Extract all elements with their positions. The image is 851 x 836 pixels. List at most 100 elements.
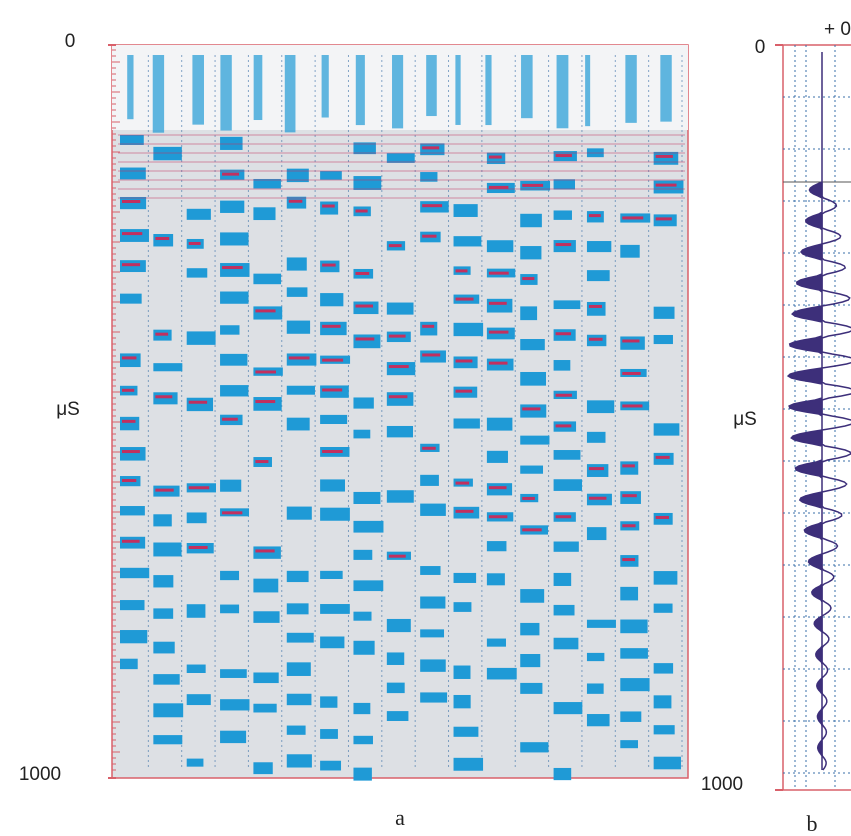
red-band [455, 269, 468, 273]
red-band [388, 395, 408, 399]
blue-band [586, 683, 604, 694]
red-band [555, 424, 572, 428]
blue-band [286, 353, 317, 366]
red-band [522, 496, 535, 500]
blue-band [453, 602, 472, 612]
blue-band [120, 630, 148, 644]
red-band [122, 419, 136, 423]
blue-band [253, 306, 283, 320]
red-band [522, 407, 541, 411]
blue-band [120, 167, 146, 180]
blue-band [453, 726, 479, 737]
blue-band [253, 672, 279, 684]
blue-band [353, 429, 371, 439]
blue-band [186, 268, 208, 278]
blue-band [553, 767, 572, 781]
blue-band [120, 600, 145, 611]
red-band [622, 371, 641, 375]
blue-band [553, 637, 579, 650]
y-tick-label: 0 [65, 31, 76, 52]
blue-band [153, 514, 172, 527]
red-band [388, 554, 406, 558]
blue-band [653, 423, 680, 436]
blue-band [286, 725, 306, 735]
blue-band [386, 490, 414, 503]
blue-band [420, 692, 448, 703]
blue-band [486, 541, 507, 552]
blue-band [153, 234, 174, 247]
blue-band [320, 201, 339, 215]
blue-band [520, 404, 547, 418]
blue-band [220, 604, 240, 614]
blue-band [253, 397, 282, 411]
blue-band [220, 200, 245, 213]
blue-band [453, 322, 484, 337]
blue-band [386, 302, 414, 315]
blue-band [153, 392, 178, 405]
blue-band [220, 232, 249, 246]
blue-band [620, 244, 640, 258]
blue-band [220, 263, 250, 277]
blue-band [420, 474, 439, 486]
blue-band [453, 757, 484, 771]
blue-band [253, 546, 281, 559]
blue-band [253, 273, 282, 285]
blue-band [153, 363, 183, 372]
red-band [555, 154, 572, 158]
blue-band [486, 483, 513, 496]
y-tick-label: 0 [755, 37, 766, 58]
blue-band [286, 385, 315, 395]
streak [426, 55, 437, 117]
blue-band [486, 450, 508, 463]
blue-band [353, 580, 384, 592]
red-band [122, 263, 141, 267]
red-band [288, 199, 303, 203]
blue-band [553, 572, 572, 586]
blue-band [420, 659, 446, 672]
blue-band [586, 270, 610, 282]
blue-band [353, 611, 372, 621]
blue-band [120, 416, 140, 431]
blue-band [220, 353, 248, 366]
blue-band [620, 740, 638, 749]
streak [392, 55, 404, 129]
blue-band [353, 142, 376, 155]
blue-band [453, 204, 478, 217]
blue-band [320, 696, 338, 708]
blue-band [553, 179, 575, 190]
blue-band [553, 300, 581, 310]
blue-band [386, 153, 415, 163]
streak [556, 55, 569, 129]
blue-band [553, 541, 579, 552]
red-band [122, 450, 140, 454]
red-band [155, 395, 173, 399]
blue-band [553, 360, 571, 371]
streak [253, 55, 263, 121]
blue-band [620, 619, 648, 634]
red-band [122, 479, 137, 483]
blue-band [353, 549, 373, 560]
red-band [622, 339, 640, 343]
red-band [122, 199, 141, 203]
streak [220, 55, 232, 131]
blue-band [520, 246, 542, 260]
blue-band [520, 371, 547, 386]
waveform-right [821, 182, 851, 771]
red-band [488, 361, 508, 365]
red-band [555, 515, 572, 519]
blue-band [220, 325, 240, 335]
blue-band [353, 767, 372, 781]
blue-band [420, 566, 441, 575]
blue-band [353, 176, 382, 190]
red-band [455, 509, 474, 513]
red-band [555, 332, 572, 336]
streak [660, 55, 672, 122]
red-band [655, 515, 669, 519]
blue-band [620, 336, 645, 350]
red-band [388, 365, 409, 369]
blue-band [120, 135, 144, 145]
panel-a [108, 44, 689, 781]
red-band [322, 388, 343, 392]
blue-band [553, 210, 572, 220]
blue-band [586, 652, 605, 662]
